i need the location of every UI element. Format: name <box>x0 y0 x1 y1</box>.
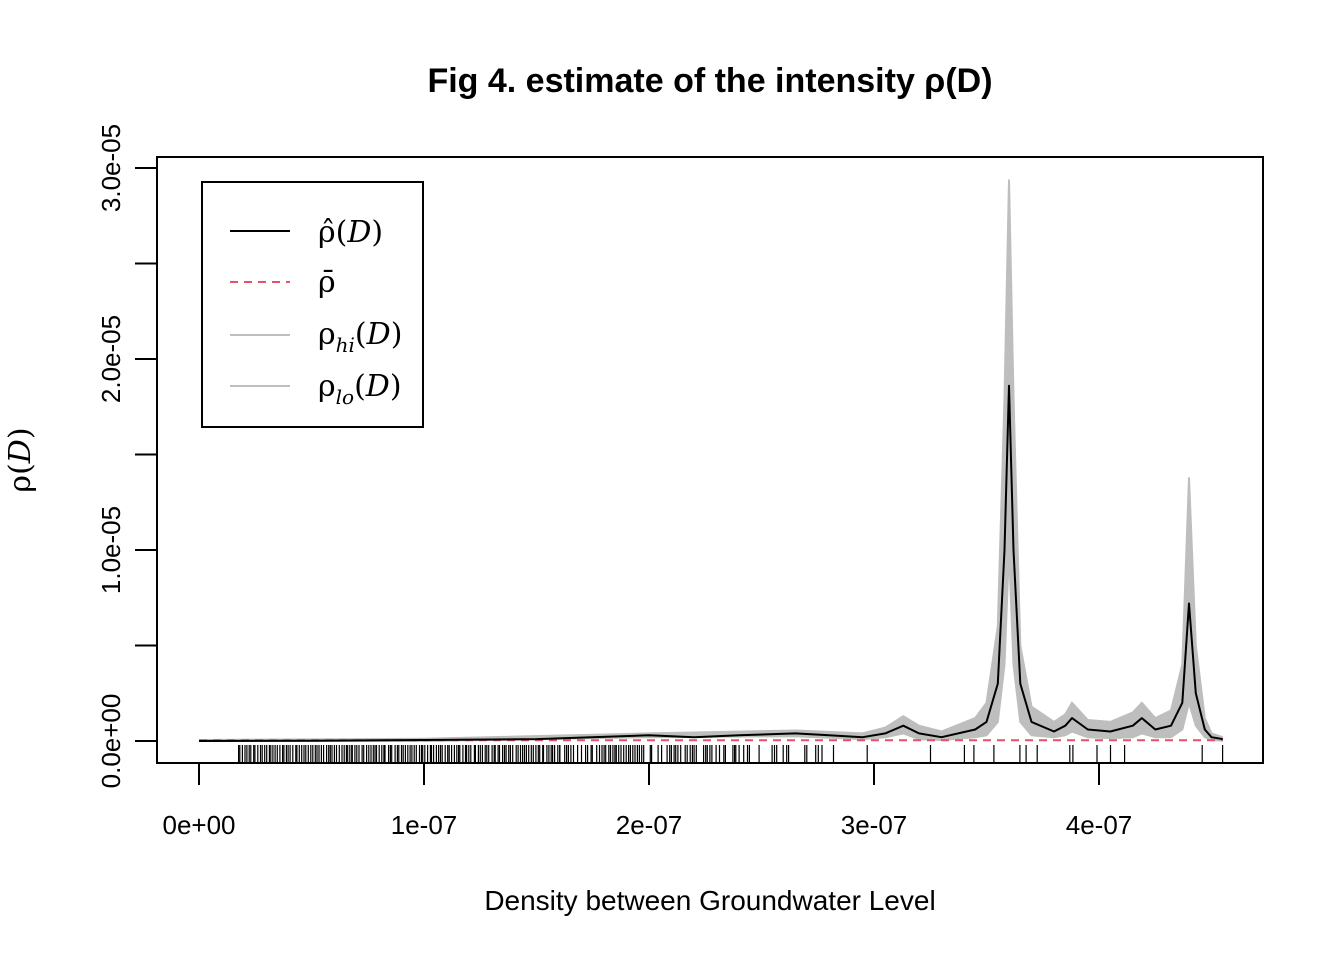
x-tick-label: 1e-07 <box>391 810 458 840</box>
x-axis-label: Density between Groundwater Level <box>484 885 935 916</box>
legend-label-rho-lo: ρlo(D) <box>318 369 402 409</box>
rho-hi-line <box>198 179 1224 741</box>
x-tick-label: 2e-07 <box>616 810 683 840</box>
legend-label-rho-hi: ρhi(D) <box>318 317 402 357</box>
y-tick-label: 1.0e-05 <box>96 506 126 594</box>
y-tick-label: 3.0e-05 <box>96 124 126 212</box>
y-tick-label: 2.0e-05 <box>96 315 126 403</box>
plot-area <box>198 179 1224 763</box>
x-tick-label: 0e+00 <box>162 810 235 840</box>
legend-label-rho-bar: ρ̄ <box>318 265 336 300</box>
rho-lo-line <box>199 549 1223 742</box>
x-tick-label: 4e-07 <box>1066 810 1133 840</box>
x-tick-label: 3e-07 <box>841 810 908 840</box>
y-tick-label: 0.0e+00 <box>96 694 126 789</box>
y-axis: 0.0e+00 1.0e-05 2.0e-05 3.0e-05 <box>96 124 158 789</box>
x-axis: 0e+00 1e-07 2e-07 3e-07 4e-07 <box>162 762 1133 840</box>
rug-marks <box>238 745 1224 763</box>
legend: ρ̂(D) ρ̄ ρhi(D) ρlo(D) <box>201 181 424 428</box>
y-axis-label: ρ(D) <box>3 427 38 492</box>
chart-title: Fig 4. estimate of the intensity ρ(D) <box>427 62 992 100</box>
legend-label-rho-hat: ρ̂(D) <box>318 215 383 250</box>
rho-hat-line <box>198 384 1223 742</box>
